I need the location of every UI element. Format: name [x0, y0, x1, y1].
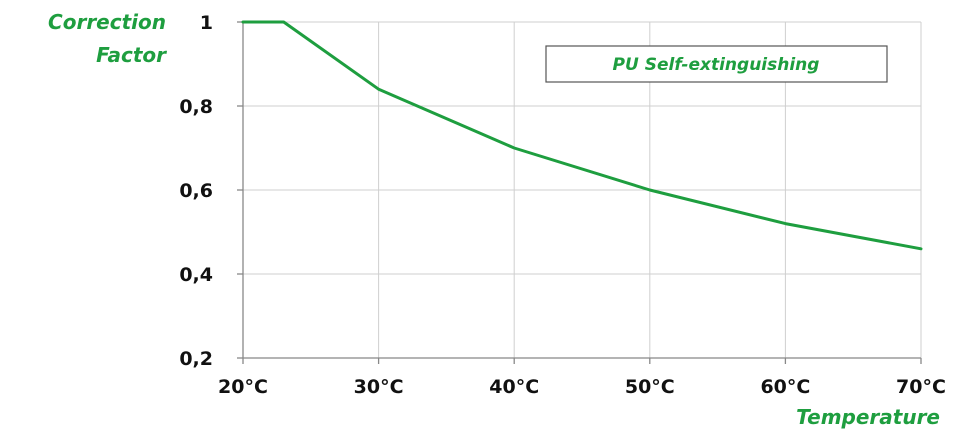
x-tick-label: 70°C: [896, 376, 946, 398]
legend-box: [545, 45, 888, 83]
x-axis-title: Temperature: [796, 405, 940, 429]
y-axis-title-line-2: Factor: [96, 43, 167, 67]
y-tick-labels: 0,2 0,4 0,6 0,8 1: [179, 12, 213, 370]
y-tick-label: 0,6: [179, 180, 213, 202]
x-tick-label: 30°C: [354, 376, 404, 398]
series-lines: [241, 20, 923, 251]
series-line: [241, 20, 923, 251]
grid-lines: [243, 21, 922, 358]
y-axis-title: Correction Factor: [48, 10, 167, 67]
x-tick-label: 20°C: [218, 376, 268, 398]
x-tick-label: 60°C: [760, 376, 810, 398]
legend: PU Self-extinguishing: [545, 45, 888, 83]
y-tick-label: 1: [200, 12, 213, 34]
x-tick-label: 40°C: [489, 376, 539, 398]
y-tick-label: 0,4: [179, 264, 213, 286]
axes: [237, 21, 922, 364]
y-tick-label: 0,8: [179, 96, 213, 118]
y-axis-title-line-1: Correction: [48, 10, 166, 34]
x-tick-label: 50°C: [625, 376, 675, 398]
y-tick-label: 0,2: [179, 348, 213, 370]
legend-label: PU Self-extinguishing: [613, 55, 820, 75]
x-tick-labels: 20°C 30°C 40°C 50°C 60°C 70°C: [218, 376, 946, 398]
